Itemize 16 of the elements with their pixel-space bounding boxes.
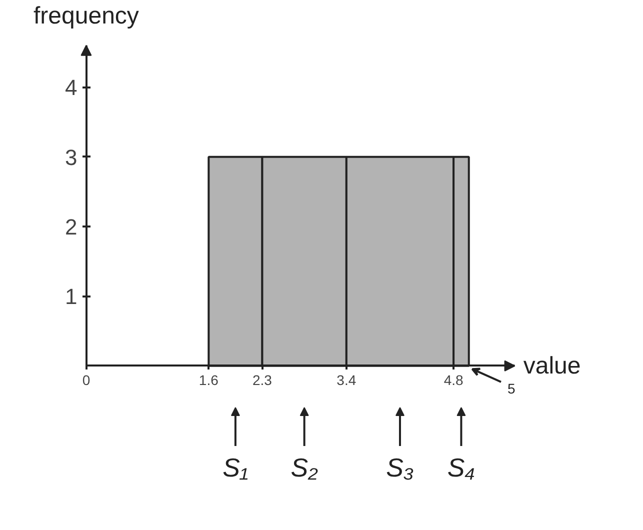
- x-tick-label: 2.3: [252, 372, 272, 388]
- y-tick-label: 1: [64, 284, 78, 310]
- text: S₃: [386, 452, 414, 482]
- text: S₂: [290, 452, 318, 482]
- text: S₄: [447, 452, 476, 482]
- y-tick-label: 2: [64, 214, 78, 240]
- x-tick-label: 0: [82, 372, 90, 388]
- x-tick-label: 3.4: [336, 372, 356, 388]
- annotation: 5: [507, 380, 516, 396]
- y-axis-title: frequency: [34, 2, 139, 30]
- text: S₁: [222, 452, 248, 482]
- x-axis-title: value: [523, 352, 581, 380]
- y-tick-label: 3: [64, 144, 78, 170]
- x-tick-label: 4.8: [444, 372, 464, 388]
- y-tick-label: 4: [64, 75, 78, 100]
- x-tick-label: 1.6: [198, 372, 219, 388]
